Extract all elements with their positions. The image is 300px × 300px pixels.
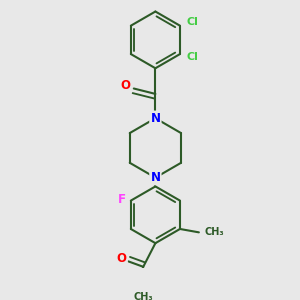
- Text: Cl: Cl: [186, 17, 198, 27]
- Text: CH₃: CH₃: [134, 292, 153, 300]
- Text: O: O: [121, 79, 131, 92]
- Text: N: N: [150, 171, 161, 184]
- Text: O: O: [117, 252, 127, 265]
- Text: N: N: [150, 112, 161, 125]
- Text: Cl: Cl: [186, 52, 198, 62]
- Text: F: F: [117, 193, 125, 206]
- Text: CH₃: CH₃: [204, 227, 224, 237]
